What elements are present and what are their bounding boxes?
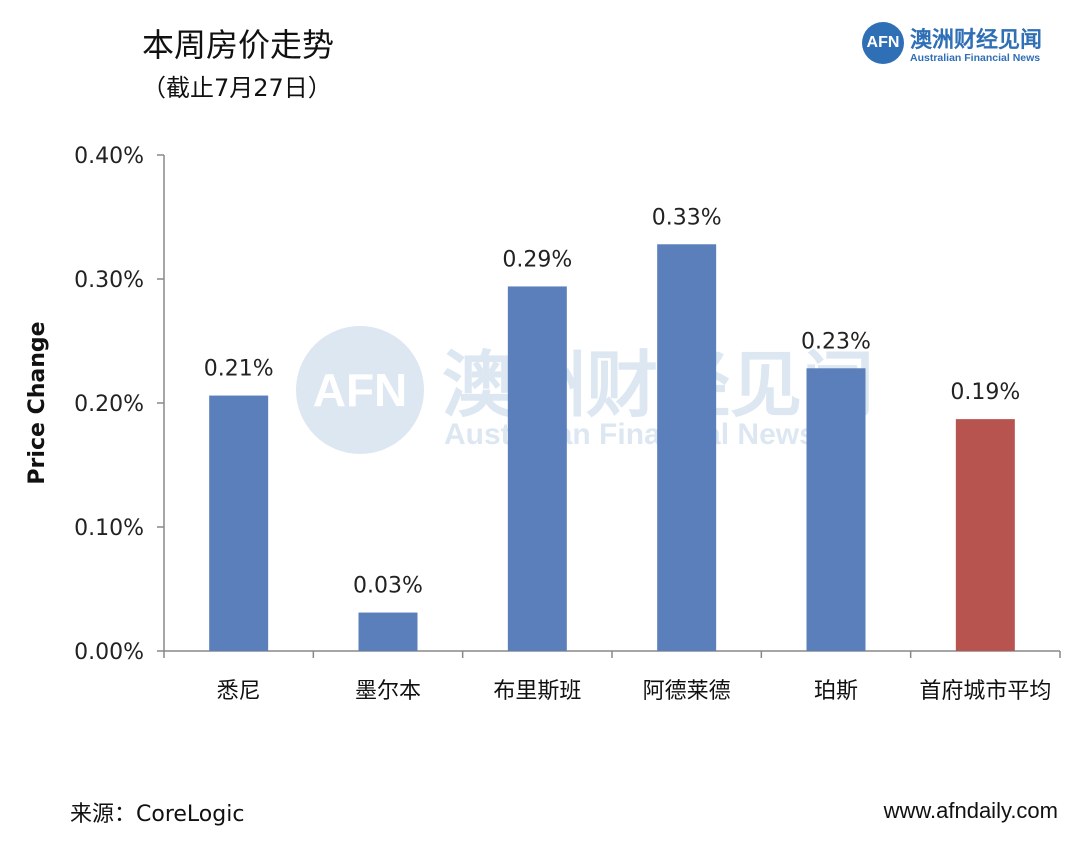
y-tick-label: 0.30% [74,268,144,293]
data-label: 0.23% [801,329,871,354]
data-label: 0.21% [204,357,274,382]
data-label: 0.29% [502,247,572,272]
bar-3 [507,286,567,651]
y-tick-label: 0.20% [74,392,144,417]
source-note: 来源：CoreLogic [70,802,245,827]
data-label: 0.33% [652,205,722,230]
x-category-label: 珀斯 [814,679,858,704]
brand-name-zh: 澳洲财经见闻 [910,28,1043,53]
brand-name-en: Australian Financial News [910,52,1041,64]
y-tick-label: 0.00% [74,640,144,665]
afn-logo-icon: AFN [862,22,904,64]
brand-logo-block: AFN 澳洲财经见闻 Australian Financial News [862,20,1062,70]
bar-1 [209,395,269,651]
x-category-label: 悉尼 [217,679,261,704]
x-category-label: 首府城市平均 [919,679,1051,704]
data-label: 0.19% [950,380,1020,405]
bar-5 [806,368,866,651]
chart-title: 本周房价走势 [142,26,335,64]
data-label: 0.03% [353,574,423,599]
watermark-name-en: Australian Financial News [444,418,816,451]
bar-6 [955,419,1015,651]
x-category-label: 阿德莱德 [643,679,731,704]
website-url: www.afndaily.com [883,798,1058,823]
y-tick-label: 0.40% [74,144,144,169]
y-tick-label: 0.10% [74,516,144,541]
x-category-label: 墨尔本 [355,679,421,704]
watermark-logo-icon: AFN [296,326,424,454]
chart-subtitle: （截止7月27日） [142,74,332,102]
bar-2 [358,612,418,651]
y-axis-label: Price Change [25,321,50,484]
bar-4 [657,244,717,651]
x-category-label: 布里斯班 [493,679,581,704]
